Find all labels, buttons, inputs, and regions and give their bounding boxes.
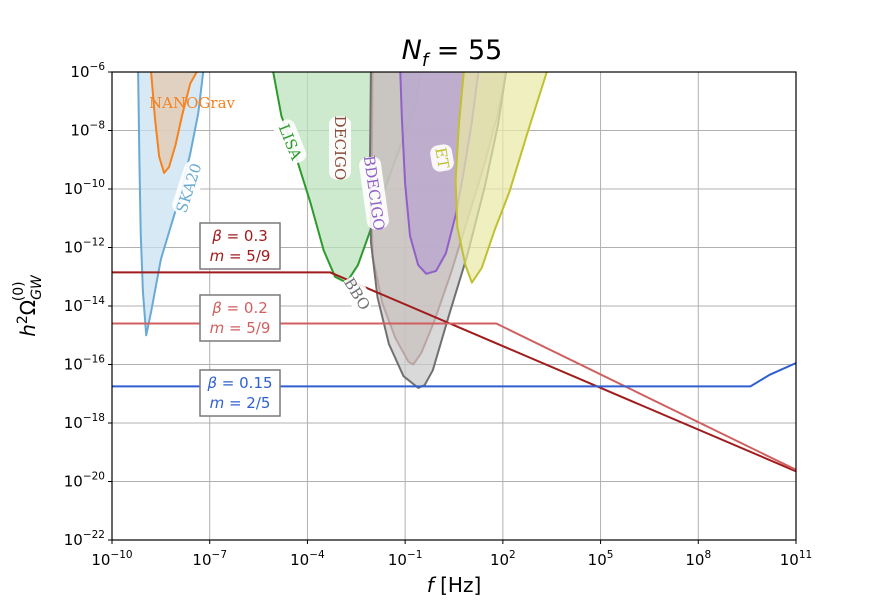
y-tick-label: 10−14 <box>64 295 106 315</box>
series-line-1 <box>112 271 796 473</box>
svg-text:β = 0.15: β = 0.15 <box>206 374 272 392</box>
svg-text:Nf = 55: Nf = 55 <box>402 35 503 71</box>
x-tick-label: 108 <box>685 549 711 569</box>
y-tick-label: 10−20 <box>64 471 105 491</box>
y-tick-label: 10−10 <box>64 178 105 198</box>
svg-text:DECIGO: DECIGO <box>331 116 349 181</box>
x-tick-label: 102 <box>490 549 516 569</box>
nanograv-curve <box>150 72 198 174</box>
et-region <box>455 72 547 283</box>
y-tick-label: 10−18 <box>64 412 105 432</box>
y-tick-label: 10−16 <box>64 354 106 374</box>
svg-text:m = 5/9: m = 5/9 <box>210 247 271 265</box>
x-tick-label: 10−7 <box>192 549 227 569</box>
svg-text:m = 2/5: m = 2/5 <box>210 394 271 412</box>
nanograv-region <box>151 72 197 173</box>
x-tick-label: 10−4 <box>290 549 325 569</box>
x-tick-label: 10−1 <box>388 549 423 569</box>
x-tick-label: 1011 <box>780 549 812 569</box>
svg-text:h2ΩGW(0): h2ΩGW(0) <box>11 274 45 337</box>
nanograv-label: NANOGrav <box>149 94 235 112</box>
svg-text:f [Hz]: f [Hz] <box>427 573 482 597</box>
y-axis-title: h2ΩGW(0) <box>11 274 45 337</box>
axis-ticks: 10−10 10−7 10−4 10−1 102 105 108 1011 10−22 10−20… <box>64 61 813 569</box>
series-label-2: β = 0.2 m = 5/9 <box>199 294 281 342</box>
ska20-region <box>138 72 204 336</box>
et-curve <box>454 72 548 284</box>
svg-text:NANOGrav: NANOGrav <box>149 94 235 112</box>
x-axis-title: f [Hz] <box>427 573 482 597</box>
series-label-1: β = 0.3 m = 5/9 <box>199 222 281 270</box>
ska20-curve <box>137 72 205 337</box>
x-tick-label: 105 <box>588 549 614 569</box>
y-tick-label: 10−6 <box>70 61 105 81</box>
y-tick-label: 10−22 <box>64 529 105 549</box>
series-line-3 <box>112 362 796 388</box>
svg-text:β = 0.3: β = 0.3 <box>211 227 268 245</box>
chart-title: Nf = 55 <box>402 35 503 71</box>
y-tick-label: 10−12 <box>64 237 105 257</box>
svg-text:β = 0.2: β = 0.2 <box>211 299 268 317</box>
y-tick-label: 10−8 <box>70 120 105 140</box>
svg-text:m = 5/9: m = 5/9 <box>210 319 271 337</box>
x-tick-label: 10−10 <box>91 549 132 569</box>
svg-text:ET: ET <box>431 146 452 170</box>
et-label: ET <box>430 144 454 172</box>
decigo-label: DECIGO <box>329 116 351 181</box>
series-label-3: β = 0.15 m = 2/5 <box>199 369 281 417</box>
